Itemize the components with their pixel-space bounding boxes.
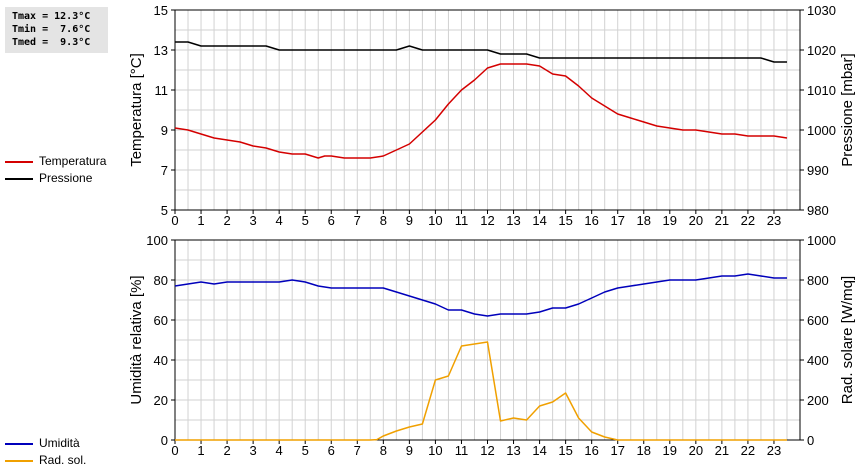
- chart1-x-tick-label: 0: [171, 213, 178, 228]
- legend-swatch-rad-sol: [5, 460, 33, 462]
- chart1-y-left-tick-label: 7: [161, 163, 168, 178]
- chart1-y-right-tick-label: 1030: [807, 3, 836, 18]
- charts-canvas: 0 1 2 3 4 5 6 7 8 9 10 11 12 13 14 15 16 17 18 19 20 21 22 2357…: [128, 3, 856, 458]
- chart1-x-tick-label: 4: [276, 213, 283, 228]
- chart1-x-tick-label: 20: [689, 213, 703, 228]
- chart2-x-tick-label: 8: [380, 443, 387, 458]
- chart2-series-rad-sol: [175, 341, 787, 441]
- chart1-x-tick-label: 12: [480, 213, 494, 228]
- legend-label-pressione: Pressione: [39, 171, 93, 185]
- chart1-y-left-tick-label: 11: [155, 83, 169, 98]
- chart2-x-tick-label: 21: [715, 443, 729, 458]
- chart2-x-tick-label: 0: [171, 443, 178, 458]
- chart2-x-tick-label: 23: [767, 443, 781, 458]
- chart1-x-tick-label: 11: [455, 213, 469, 228]
- chart1-x-tick-label: 17: [610, 213, 624, 228]
- chart2-y-right-title: Rad. solare [W/mq]: [839, 276, 856, 404]
- chart2-x-tick-label: 4: [276, 443, 283, 458]
- chart2-x-tick-label: 2: [223, 443, 230, 458]
- chart1-y-right-tick-label: 980: [807, 203, 829, 218]
- chart1-y-left-tick-label: 5: [161, 203, 168, 218]
- chart1-x-tick-label: 7: [354, 213, 361, 228]
- chart2-x-tick-label: 15: [558, 443, 572, 458]
- chart2-x-tick-label: 9: [406, 443, 413, 458]
- chart1-x-tick-label: 22: [741, 213, 755, 228]
- chart2-x-tick-label: 7: [354, 443, 361, 458]
- chart2-x-tick-label: 13: [506, 443, 520, 458]
- chart2-y-left-tick-label: 60: [154, 313, 168, 328]
- chart1-y-left-title: Temperatura [°C]: [128, 53, 145, 167]
- chart1-x-tick-label: 16: [584, 213, 598, 228]
- chart1-x-tick-label: 19: [663, 213, 677, 228]
- chart2-x-tick-label: 11: [455, 443, 469, 458]
- chart1-y-left-tick-label: 13: [154, 43, 168, 58]
- legend-swatch-umidita: [5, 443, 33, 445]
- chart2-x-tick-label: 20: [689, 443, 703, 458]
- chart2-y-left-tick-label: 100: [146, 233, 168, 248]
- chart2-y-left-tick-label: 0: [161, 433, 168, 448]
- chart2-x-tick-label: 3: [250, 443, 257, 458]
- chart1-y-right-tick-label: 1020: [807, 43, 836, 58]
- chart2-y-left-tick-label: 80: [154, 273, 168, 288]
- chart1-y-right-tick-label: 1010: [807, 83, 836, 98]
- tmin-label: Tmin = 7.6°C: [12, 24, 91, 35]
- tmed-label: Tmed = 9.3°C: [12, 37, 91, 48]
- chart2-y-left-title: Umidità relativa [%]: [128, 275, 145, 404]
- chart1-x-tick-label: 6: [328, 213, 335, 228]
- chart1-x-tick-label: 15: [558, 213, 572, 228]
- chart2-y-left-tick-label: 20: [154, 393, 168, 408]
- chart1-x-tick-label: 18: [637, 213, 651, 228]
- chart1-x-tick-label: 5: [302, 213, 309, 228]
- chart2-x-tick-label: 5: [302, 443, 309, 458]
- legend-swatch-temperatura: [5, 161, 33, 163]
- chart1-y-right-title: Pressione [mbar]: [839, 53, 856, 166]
- chart2-x-tick-label: 14: [532, 443, 546, 458]
- chart2-x-tick-label: 22: [741, 443, 755, 458]
- chart1-series-pressione: [175, 41, 787, 63]
- chart2-x-tick-label: 16: [584, 443, 598, 458]
- chart1-y-right-tick-label: 1000: [807, 123, 836, 138]
- chart2-x-tick-label: 12: [480, 443, 494, 458]
- chart2-x-tick-label: 18: [637, 443, 651, 458]
- chart1-x-tick-label: 10: [428, 213, 442, 228]
- chart2-x-tick-label: 17: [610, 443, 624, 458]
- chart1-x-tick-label: 14: [532, 213, 546, 228]
- chart2-x-tick-label: 10: [428, 443, 442, 458]
- chart1-y-left-tick-label: 9: [161, 123, 168, 138]
- chart1-y-left-tick-label: 15: [154, 3, 168, 18]
- stats-box: Tmax = 12.3°C Tmin = 7.6°C Tmed = 9.3°C: [5, 7, 108, 53]
- chart1-y-right-tick-label: 990: [807, 163, 829, 178]
- chart2-x-tick-label: 6: [328, 443, 335, 458]
- chart2-y-right-tick-label: 800: [807, 273, 829, 288]
- chart2-y-right-tick-label: 600: [807, 313, 829, 328]
- chart2-x-tick-label: 19: [663, 443, 677, 458]
- chart1-x-tick-label: 13: [506, 213, 520, 228]
- chart2-series-umidit: [174, 273, 787, 317]
- chart1-series-temperatura: [174, 63, 788, 159]
- chart1-x-tick-label: 23: [767, 213, 781, 228]
- chart1-x-tick-label: 2: [223, 213, 230, 228]
- legend-label-temperatura: Temperatura: [39, 154, 107, 168]
- chart2-y-left-tick-label: 40: [154, 353, 168, 368]
- legend-swatch-pressione: [5, 178, 33, 180]
- chart1-x-tick-label: 3: [250, 213, 257, 228]
- chart1-x-tick-label: 8: [380, 213, 387, 228]
- chart1-x-tick-label: 1: [197, 213, 204, 228]
- tmax-label: Tmax = 12.3°C: [12, 11, 91, 22]
- chart2-y-right-tick-label: 200: [807, 393, 829, 408]
- chart1-x-tick-label: 21: [715, 213, 729, 228]
- chart2-y-right-tick-label: 0: [807, 433, 814, 448]
- chart2-y-right-tick-label: 400: [807, 353, 829, 368]
- chart2-y-right-tick-label: 1000: [807, 233, 836, 248]
- chart1-x-tick-label: 9: [406, 213, 413, 228]
- chart2-x-tick-label: 1: [197, 443, 204, 458]
- legend-label-umidita: Umidità: [39, 436, 80, 450]
